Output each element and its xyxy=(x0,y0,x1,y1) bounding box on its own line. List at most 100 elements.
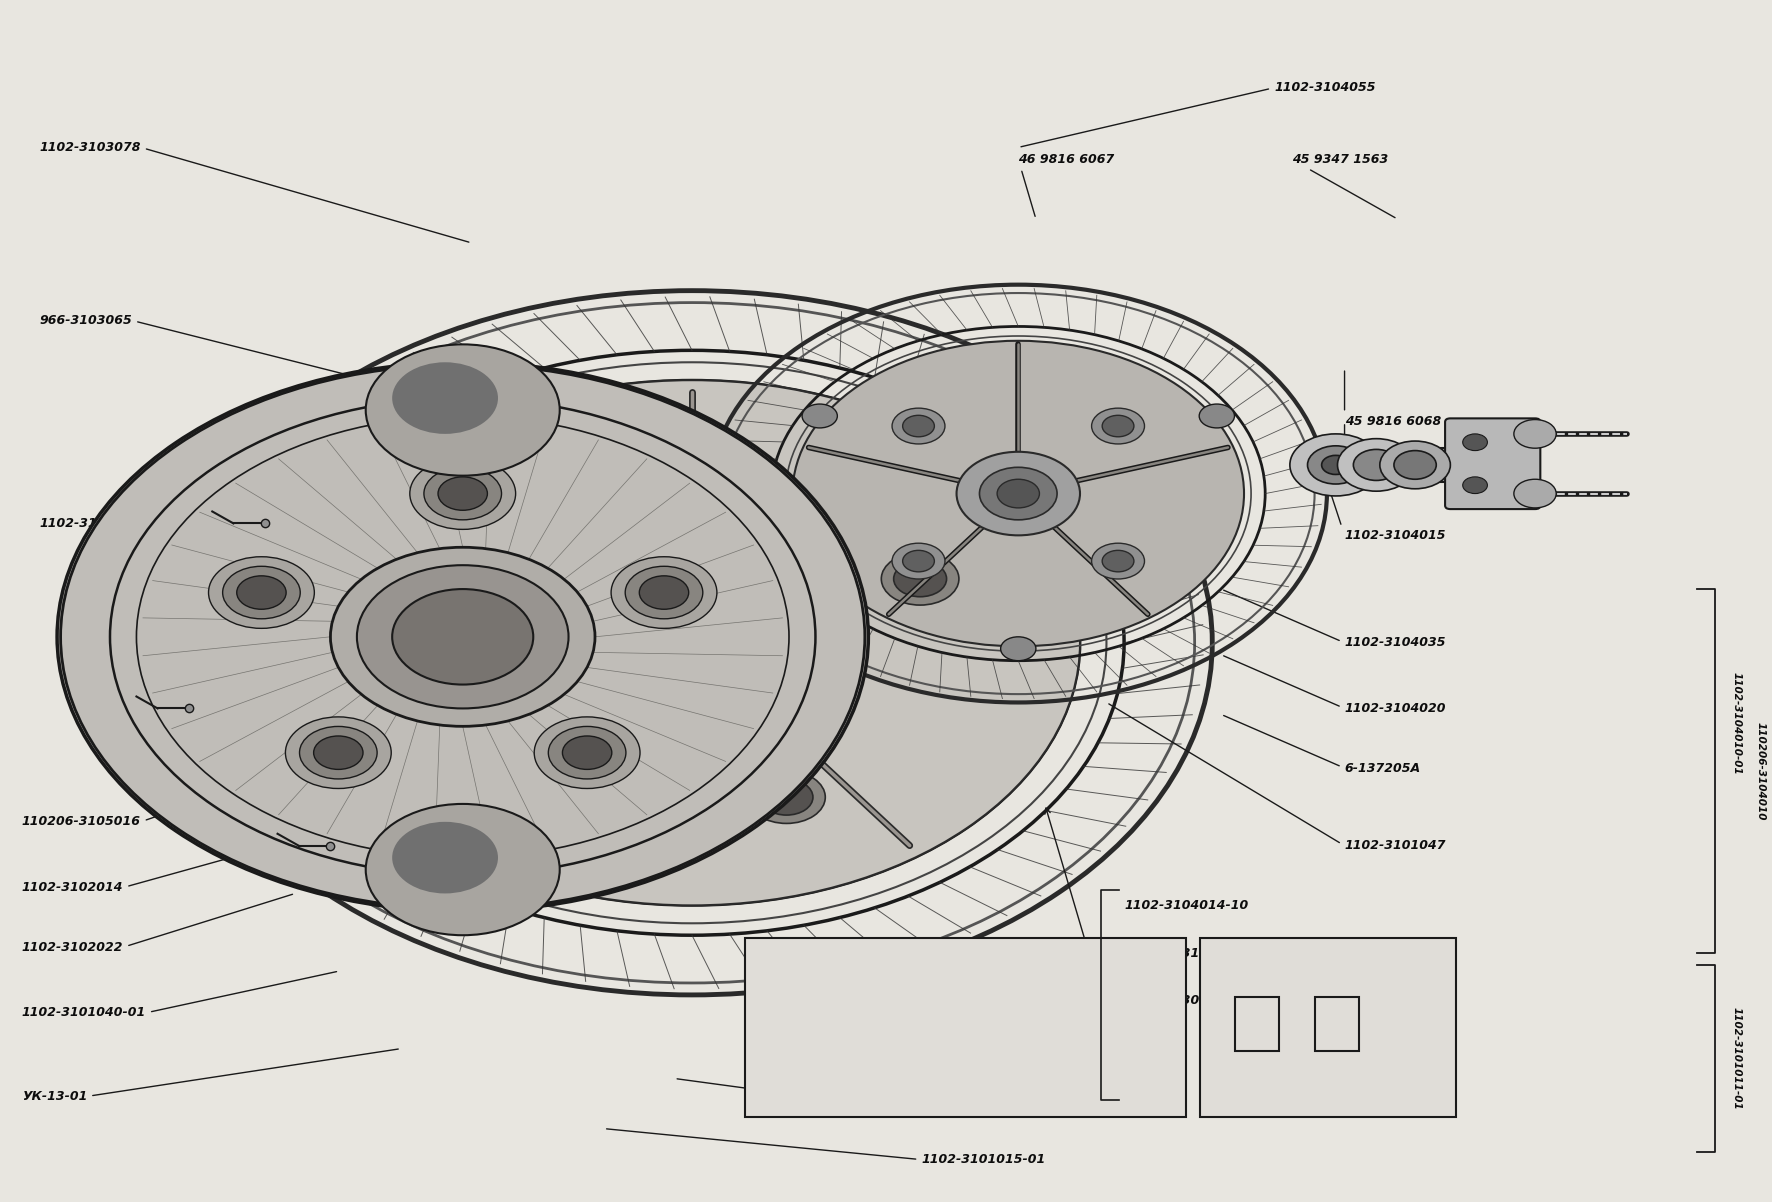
Circle shape xyxy=(792,341,1244,647)
Circle shape xyxy=(891,409,944,444)
Circle shape xyxy=(902,416,934,436)
Circle shape xyxy=(285,716,392,789)
Circle shape xyxy=(365,344,560,476)
Circle shape xyxy=(392,822,498,893)
Bar xyxy=(1235,998,1279,1051)
FancyBboxPatch shape xyxy=(1446,418,1540,510)
Bar xyxy=(744,938,1185,1117)
Circle shape xyxy=(980,468,1058,519)
Circle shape xyxy=(438,689,491,725)
Circle shape xyxy=(1462,434,1487,451)
Circle shape xyxy=(1092,409,1145,444)
Circle shape xyxy=(356,565,569,708)
Circle shape xyxy=(640,576,689,609)
Circle shape xyxy=(1308,446,1364,484)
Circle shape xyxy=(1290,434,1382,496)
Circle shape xyxy=(1395,451,1437,480)
Circle shape xyxy=(891,543,944,579)
Circle shape xyxy=(893,561,946,596)
Circle shape xyxy=(1338,439,1416,492)
Circle shape xyxy=(748,770,826,823)
Circle shape xyxy=(1102,416,1134,436)
Circle shape xyxy=(1513,480,1556,508)
Text: 0,042 кг  968А-3101303: 0,042 кг 968А-3101303 xyxy=(762,1059,914,1069)
Circle shape xyxy=(803,404,838,428)
Circle shape xyxy=(409,458,516,529)
Circle shape xyxy=(1102,551,1134,572)
Text: 966-3103020-01: 966-3103020-01 xyxy=(1123,994,1240,1007)
Text: 46 9816 6067: 46 9816 6067 xyxy=(1019,153,1115,216)
Text: 45 9347 1563: 45 9347 1563 xyxy=(1292,153,1395,218)
Circle shape xyxy=(611,557,718,629)
Circle shape xyxy=(237,576,285,609)
Text: 1102-3104055: 1102-3104055 xyxy=(1021,82,1375,147)
Text: 1102-3104010-01: 1102-3104010-01 xyxy=(1731,672,1742,775)
Bar xyxy=(1315,998,1359,1051)
Circle shape xyxy=(626,566,703,619)
Text: 0.003 кг.: 0.003 кг. xyxy=(1226,1085,1283,1095)
Text: 110206-3104014: 110206-3104014 xyxy=(1123,947,1244,959)
Text: 1102-3101040-01: 1102-3101040-01 xyxy=(21,971,337,1019)
Circle shape xyxy=(643,609,741,677)
Circle shape xyxy=(1380,441,1449,489)
Text: 1102-3104035: 1102-3104035 xyxy=(1224,590,1446,649)
Circle shape xyxy=(305,380,1079,905)
Circle shape xyxy=(622,595,762,690)
Text: ™: ™ xyxy=(985,654,998,667)
Circle shape xyxy=(571,470,624,506)
Circle shape xyxy=(299,726,377,779)
Text: 1102-3106039: 1102-3106039 xyxy=(39,517,328,565)
Circle shape xyxy=(365,804,560,935)
Circle shape xyxy=(57,362,868,911)
Bar xyxy=(1310,448,1458,482)
Text: 110206-3105016: 110206-3105016 xyxy=(21,769,292,828)
Circle shape xyxy=(1462,477,1487,494)
Circle shape xyxy=(1322,456,1350,475)
Circle shape xyxy=(425,680,503,733)
Text: 1102-3103078: 1102-3103078 xyxy=(39,141,470,242)
Bar xyxy=(1200,938,1455,1117)
Text: 1102-3104020: 1102-3104020 xyxy=(1224,656,1446,715)
Text: 0,012 кг  968А-3101301: 0,012 кг 968А-3101301 xyxy=(762,969,914,978)
Text: 966-3103065: 966-3103065 xyxy=(39,314,390,386)
Circle shape xyxy=(223,566,299,619)
Circle shape xyxy=(760,779,813,815)
Text: 11022-3106010: 11022-3106010 xyxy=(677,1079,1031,1118)
Circle shape xyxy=(998,480,1040,508)
Text: 1102-3101011-01: 1102-3101011-01 xyxy=(1731,1007,1742,1111)
Circle shape xyxy=(533,716,640,789)
Circle shape xyxy=(209,557,314,629)
Text: 1102-3101047: 1102-3101047 xyxy=(1109,704,1446,852)
Text: 0,032 кг  968А-3101302: 0,032 кг 968А-3101302 xyxy=(762,1013,914,1024)
Circle shape xyxy=(330,547,595,726)
Circle shape xyxy=(1513,419,1556,448)
Text: 1102-3104051: 1102-3104051 xyxy=(1345,424,1446,482)
Circle shape xyxy=(314,736,363,769)
Text: 1102-3102022: 1102-3102022 xyxy=(21,894,292,953)
Circle shape xyxy=(1354,450,1400,481)
Text: 1102-3101015-01: 1102-3101015-01 xyxy=(606,1129,1045,1166)
Circle shape xyxy=(558,462,636,514)
Circle shape xyxy=(424,468,501,519)
Text: 1102-3104014-10: 1102-3104014-10 xyxy=(1123,899,1247,912)
Circle shape xyxy=(392,589,533,685)
Circle shape xyxy=(595,577,789,708)
Text: 45 9816 6068: 45 9816 6068 xyxy=(1345,371,1441,428)
Circle shape xyxy=(1092,543,1145,579)
Circle shape xyxy=(548,726,626,779)
Circle shape xyxy=(562,736,611,769)
Circle shape xyxy=(957,452,1079,535)
Circle shape xyxy=(438,477,487,511)
Text: 6-7204А: 6-7204А xyxy=(1123,1066,1182,1079)
Text: 6-137205А: 6-137205А xyxy=(1224,715,1421,774)
Circle shape xyxy=(1001,637,1037,661)
Circle shape xyxy=(392,362,498,434)
Circle shape xyxy=(881,553,959,605)
Circle shape xyxy=(1200,404,1235,428)
Text: 1102-3104015: 1102-3104015 xyxy=(1327,484,1446,542)
Text: УК-13-01: УК-13-01 xyxy=(21,1049,399,1103)
Text: 110206-3104010: 110206-3104010 xyxy=(1756,722,1765,820)
Text: 1102-3102014: 1102-3102014 xyxy=(21,840,292,894)
Circle shape xyxy=(902,551,934,572)
Text: 1102-3101305: 1102-3101305 xyxy=(1214,963,1304,972)
